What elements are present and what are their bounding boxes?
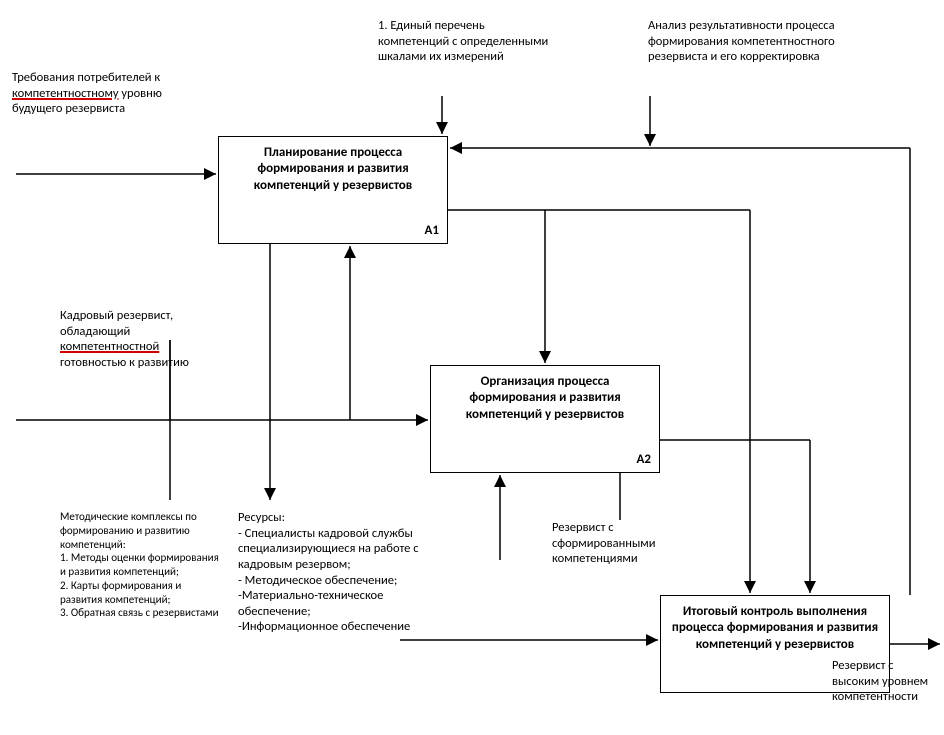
node-a2: Организация процесса формирования и разв… <box>430 365 660 473</box>
label-top-center: 1. Единый перечень компетенций с определ… <box>378 18 558 65</box>
node-a2-title: Организация процесса формирования и разв… <box>466 374 624 422</box>
label-resources: Ресурсы: - Специалисты кадровой службы с… <box>238 510 428 635</box>
node-a1-code: А1 <box>425 223 439 239</box>
node-a1: Планирование процесса формирования и раз… <box>218 136 448 244</box>
label-left-mid-c: готовностью к развитию <box>60 355 189 370</box>
node-a2-code: А2 <box>637 452 651 468</box>
label-left-bottom: Методические комплексы по формированию и… <box>60 510 220 620</box>
label-top-right: Анализ результативности процесса формиро… <box>648 18 878 65</box>
label-mid-out: Резервист с сформированными компетенциям… <box>552 520 702 567</box>
label-left-mid: Кадровый резервист, обладающий компетент… <box>60 308 210 371</box>
label-right-out: Резервист с высоким уровнем компетентнос… <box>832 658 942 705</box>
label-left-top: Требования потребителей к компетентностн… <box>12 70 172 117</box>
diagram-canvas: Планирование процесса формирования и раз… <box>0 0 944 735</box>
node-a1-title: Планирование процесса формирования и раз… <box>254 145 412 193</box>
label-left-mid-a: Кадровый резервист, обладающий <box>60 308 173 339</box>
label-left-top-a: Требования потребителей к <box>12 70 160 85</box>
label-left-mid-b: компетентностной <box>60 339 159 354</box>
label-left-top-b: компетентностному <box>12 86 119 101</box>
node-a3-title: Итоговый контроль выполнения процесса фо… <box>672 604 878 652</box>
